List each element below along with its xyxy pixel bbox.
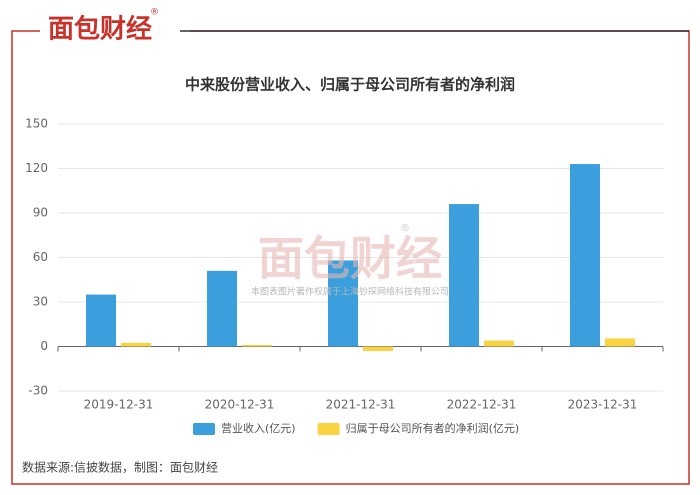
x-tick-label: 2019-12-31 (84, 398, 154, 412)
x-tick-label: 2022-12-31 (447, 398, 517, 412)
chart-title: 中来股份营业收入、归属于母公司所有者的净利润 (185, 76, 515, 94)
watermark: 面包财经 (258, 232, 442, 286)
bar (484, 340, 514, 347)
y-tick-label: 150 (25, 117, 48, 131)
bar (363, 346, 393, 351)
legend-label: 归属于母公司所有者的净利润(亿元) (346, 421, 520, 435)
bar (207, 270, 237, 347)
plot: -30 0 30 60 90 120 150 2019-12-31 2020-12-31 2021… (25, 117, 664, 435)
bar (242, 345, 272, 347)
y-tick-label: 0 (40, 339, 48, 353)
y-tick-label: 60 (33, 250, 48, 264)
y-tick-label: -30 (28, 384, 48, 398)
watermark-mark: ® (400, 223, 410, 234)
legend-label: 营业收入(亿元) (221, 421, 296, 435)
legend-swatch (193, 423, 215, 435)
logo: 面包财经 (48, 14, 152, 45)
source: 数据来源:信披数据，制图：面包财经 (22, 460, 218, 475)
y-tick-label: 30 (33, 295, 48, 309)
legend-swatch (317, 423, 340, 435)
y-tick-label: 120 (25, 161, 48, 175)
x-tick-label: 2023-12-31 (568, 398, 638, 412)
watermark-note: 本图表图片著作权属于上海钞探网络科技有限公司 (251, 286, 449, 298)
x-tick-label: 2021-12-31 (326, 398, 396, 412)
bar (449, 204, 479, 347)
logo-mark: ® (150, 8, 159, 18)
bar (570, 164, 600, 347)
y-tick-label: 90 (33, 206, 48, 220)
x-tick-label: 2020-12-31 (205, 398, 275, 412)
bar (605, 338, 635, 347)
bar (121, 342, 151, 347)
bar (86, 294, 116, 347)
bar (328, 260, 358, 347)
